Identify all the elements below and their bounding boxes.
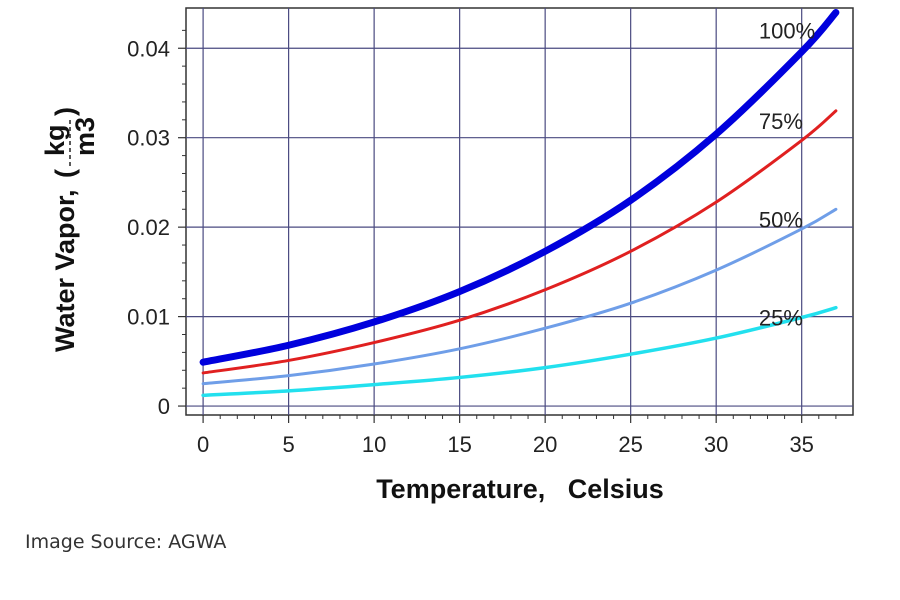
y-tick-label: 0.02 xyxy=(127,215,170,240)
series-label-50pct: 50% xyxy=(759,207,803,232)
x-tick-label: 10 xyxy=(362,432,386,457)
image-source-caption: Image Source: AGWA xyxy=(25,531,227,553)
plot-area xyxy=(185,7,854,416)
x-tick-label: 15 xyxy=(447,432,471,457)
axis-ticks xyxy=(178,29,837,423)
series-line-25pct xyxy=(201,305,838,398)
series-line-75pct xyxy=(201,109,838,375)
y-tick-label: 0 xyxy=(158,394,170,419)
x-tick-label: 5 xyxy=(282,432,294,457)
x-tick-label: 35 xyxy=(789,432,813,457)
y-unit-paren-close: ) xyxy=(50,107,80,116)
series-line-100pct xyxy=(199,8,840,366)
y-axis-title: Water Vapor, ( kg m3 ) xyxy=(40,107,100,352)
series-label-25pct: 25% xyxy=(759,306,803,331)
y-unit-numerator: kg xyxy=(40,124,70,156)
series-labels: 100% 75% 50% 25% xyxy=(759,18,815,330)
series-label-100pct: 100% xyxy=(759,18,815,43)
grid xyxy=(186,8,853,415)
y-unit-denominator: m3 xyxy=(70,117,100,156)
series-label-75pct: 75% xyxy=(759,109,803,134)
series-line-50pct xyxy=(201,207,838,386)
x-tick-label: 20 xyxy=(533,432,557,457)
x-tick-label: 30 xyxy=(704,432,728,457)
x-axis-title: Temperature, Celsius xyxy=(376,474,664,504)
x-tick-label: 0 xyxy=(197,432,209,457)
y-tick-label: 0.03 xyxy=(127,126,170,151)
y-unit-paren-open: ( xyxy=(50,169,80,178)
x-tick-label: 25 xyxy=(618,432,642,457)
x-tick-labels: 0 5 10 15 20 25 30 35 xyxy=(197,432,814,457)
y-tick-labels: 0 0.01 0.02 0.03 0.04 xyxy=(127,36,170,419)
y-tick-label: 0.04 xyxy=(127,36,170,61)
series-lines xyxy=(199,8,840,398)
y-axis-title-text: Water Vapor, xyxy=(50,189,80,352)
y-tick-label: 0.01 xyxy=(127,305,170,330)
